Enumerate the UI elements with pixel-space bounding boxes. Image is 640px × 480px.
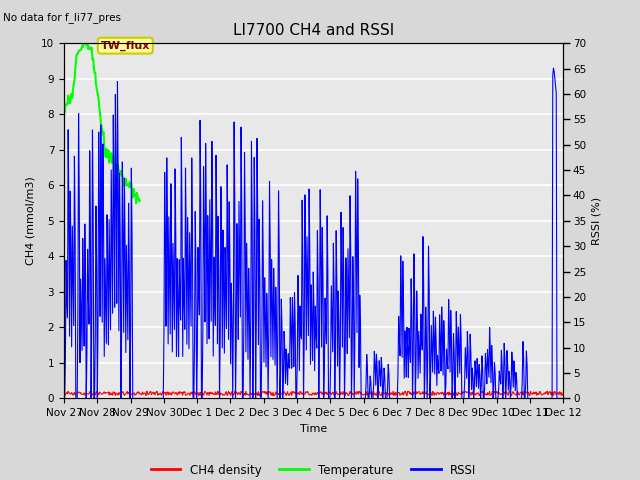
Title: LI7700 CH4 and RSSI: LI7700 CH4 and RSSI: [233, 23, 394, 38]
Text: TW_flux: TW_flux: [100, 40, 150, 51]
Y-axis label: RSSI (%): RSSI (%): [592, 197, 602, 245]
Text: No data for f_li77_pres: No data for f_li77_pres: [3, 12, 121, 23]
Legend: CH4 density, Temperature, RSSI: CH4 density, Temperature, RSSI: [146, 459, 481, 480]
X-axis label: Time: Time: [300, 424, 327, 433]
Y-axis label: CH4 (mmol/m3): CH4 (mmol/m3): [26, 177, 36, 265]
